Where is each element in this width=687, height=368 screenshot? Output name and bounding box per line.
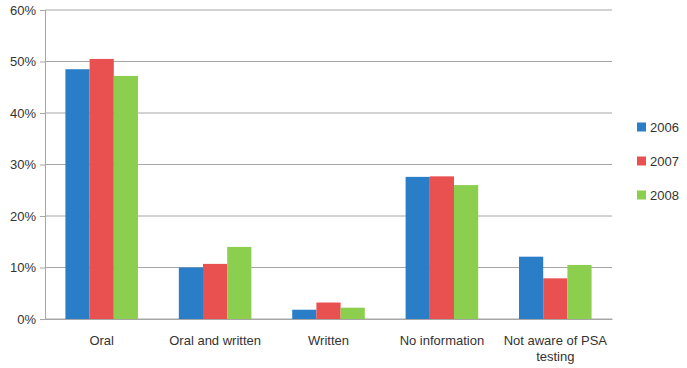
- series: [114, 76, 592, 319]
- bar: [65, 69, 89, 319]
- legend-label: 2007: [650, 154, 679, 169]
- bar: [227, 247, 251, 319]
- bar: [430, 176, 454, 319]
- bar: [203, 264, 227, 319]
- bar: [341, 308, 365, 319]
- x-tick: No information: [400, 319, 485, 348]
- y-tick: 10%: [10, 260, 45, 275]
- y-tick-mark: [40, 10, 45, 11]
- y-tick-mark: [40, 62, 45, 63]
- y-tick-label: 0%: [17, 312, 36, 327]
- legend-swatch: [637, 123, 646, 132]
- x-tick-label: Not aware of PSAtesting: [504, 333, 608, 364]
- x-tick-label: Oral and written: [169, 333, 261, 348]
- x-tick-label: Oral: [89, 333, 114, 348]
- plot: 0% 10% 20% 30% 40% 50% 60% Oral Oral and written…: [10, 3, 613, 364]
- x-tick-label-line: Written: [308, 333, 349, 348]
- y-tick: 0%: [17, 312, 45, 327]
- bar: [567, 265, 591, 319]
- y-tick-label: 30%: [10, 157, 36, 172]
- legend-swatch: [637, 157, 646, 166]
- bar: [406, 177, 430, 319]
- x-tick-label-line: testing: [536, 349, 574, 364]
- y-tick-mark: [40, 268, 45, 269]
- y-tick-label: 40%: [10, 106, 36, 121]
- bar: [316, 303, 340, 319]
- x-tick-label-line: Not aware of PSA: [504, 333, 608, 348]
- bar: [179, 268, 203, 320]
- bar: [543, 278, 567, 319]
- series: [90, 59, 568, 319]
- grid-line: [45, 10, 612, 11]
- x-tick: Written: [308, 319, 349, 348]
- y-tick-mark: [40, 319, 45, 320]
- bar: [114, 76, 138, 319]
- y-tick: 20%: [10, 209, 45, 224]
- y-tick-label: 60%: [10, 3, 36, 18]
- y-tick-mark: [40, 165, 45, 166]
- series: [65, 69, 543, 319]
- legend-item: 2007: [637, 154, 679, 169]
- bar: [292, 310, 316, 319]
- bar: [90, 59, 114, 319]
- x-tick-label: No information: [400, 333, 485, 348]
- y-tick-mark: [40, 113, 45, 114]
- x-tick: Oral: [89, 319, 114, 348]
- legend-item: 2006: [637, 120, 679, 135]
- bars: [65, 59, 591, 319]
- y-tick-mark: [40, 216, 45, 217]
- chart: 0% 10% 20% 30% 40% 50% 60% Oral Oral and written…: [0, 0, 687, 368]
- legend-label: 2008: [650, 188, 679, 203]
- legend-swatch: [637, 191, 646, 200]
- legend: 2006 2007 2008: [637, 120, 679, 203]
- y-tick: 40%: [10, 106, 45, 121]
- x-tick-label-line: Oral and written: [169, 333, 261, 348]
- x-tick-label-line: Oral: [89, 333, 114, 348]
- y-tick-label: 20%: [10, 209, 36, 224]
- y-tick: 30%: [10, 157, 45, 172]
- bar: [454, 185, 478, 319]
- y-axis-line: [40, 11, 46, 320]
- x-tick: Not aware of PSAtesting: [504, 319, 608, 364]
- y-tick: 60%: [10, 3, 45, 18]
- x-tick: Oral and written: [169, 319, 261, 348]
- grid-line: [45, 61, 612, 62]
- y-tick-label: 50%: [10, 54, 36, 69]
- x-axis: Oral Oral and written Written No informatio…: [46, 319, 613, 364]
- bar: [519, 257, 543, 319]
- y-tick-label: 10%: [10, 260, 36, 275]
- legend-label: 2006: [650, 120, 679, 135]
- legend-item: 2008: [637, 188, 679, 203]
- y-tick: 50%: [10, 54, 45, 69]
- y-axis: 0% 10% 20% 30% 40% 50% 60%: [10, 3, 46, 327]
- x-tick-label-line: No information: [400, 333, 485, 348]
- x-tick-label: Written: [308, 333, 349, 348]
- x-axis-line: [46, 319, 613, 320]
- grid: [45, 10, 612, 319]
